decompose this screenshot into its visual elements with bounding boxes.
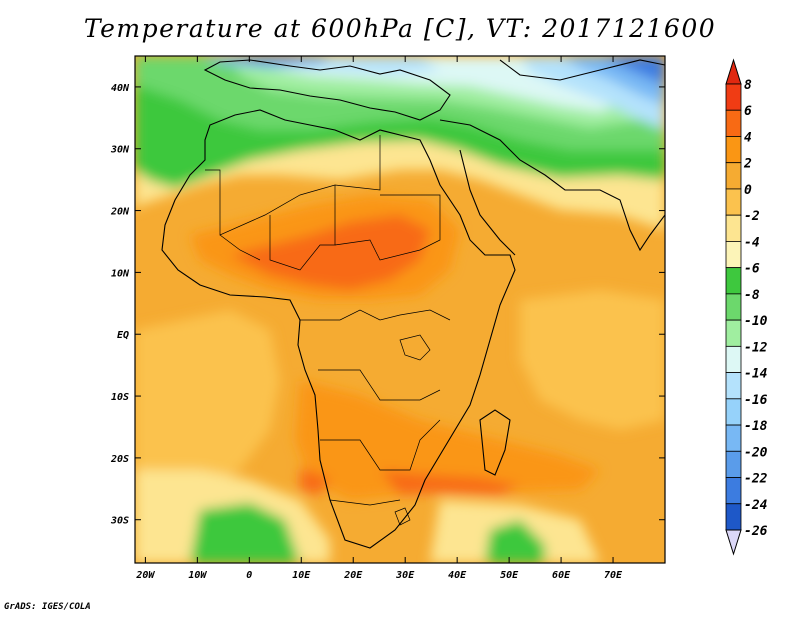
colorbar-label: -4 — [744, 235, 760, 250]
colorbar-box — [725, 109, 742, 137]
colorbar-bottom-arrow — [725, 529, 742, 556]
colorbar-label: -24 — [744, 498, 768, 513]
colorbar-label: 2 — [743, 157, 752, 172]
colorbar-label: -16 — [744, 393, 768, 408]
lon-tick-label: 70E — [604, 570, 623, 581]
lon-tick-label: 60E — [552, 570, 571, 581]
field-band-minus14 — [200, 56, 665, 130]
field-band-plus4-south — [295, 380, 600, 500]
colorbar-label: -2 — [744, 209, 760, 224]
colorbar-box — [725, 345, 742, 373]
colorbar-box — [725, 267, 742, 295]
colorbar-box — [725, 372, 742, 400]
credit-text: GrADS: IGES/COLA — [4, 602, 91, 612]
field-band-minus6-south — [190, 503, 300, 563]
colorbar-label: -6 — [744, 262, 760, 277]
lat-tick-label: 20N — [110, 207, 130, 218]
colorbar-box — [725, 477, 742, 505]
colorbar-box — [725, 319, 742, 347]
field-band-minus22 — [230, 56, 665, 85]
field-band-plus6-west — [300, 468, 330, 495]
colorbar-label: -10 — [744, 314, 768, 329]
field-band-plus6-south — [380, 470, 520, 495]
lat-tick-label: EQ — [117, 330, 129, 341]
lat-tick-label: 10N — [111, 268, 130, 279]
lat-tick-label: 20S — [110, 454, 129, 465]
field-band-minus6-southeast — [485, 520, 545, 563]
lat-tick-label: 40N — [111, 83, 130, 94]
field-band-plus6-north — [230, 215, 430, 290]
colorbar-box — [725, 136, 742, 164]
colorbar: 8 6 4 2 0 -2 -4 -6 -8 -10 -12 -14 -16 -18 -20 -22 -24 -26 — [725, 58, 768, 556]
colorbar-label: 4 — [744, 130, 752, 145]
colorbar-box — [725, 214, 742, 242]
colorbar-label: 0 — [744, 183, 752, 198]
lon-tick-label: 30E — [395, 570, 415, 581]
colorbar-box — [725, 450, 742, 478]
colorbar-label: 6 — [744, 104, 752, 119]
colorbar-label: -8 — [744, 288, 760, 303]
lon-tick-label: 0 — [246, 570, 252, 581]
lon-tick-label: 40E — [448, 570, 467, 581]
colorbar-label: -26 — [744, 524, 768, 539]
colorbar-box — [725, 503, 742, 531]
colorbar-box — [725, 398, 742, 426]
longitude-axis: 20W 10W 0 10E 20E 30E 40E 50E 60E 70E — [135, 56, 623, 581]
field-band-zero-indian — [520, 290, 665, 430]
country-borders — [205, 135, 451, 526]
colorbar-box — [725, 424, 742, 452]
colorbar-top-arrow — [725, 58, 742, 85]
colorbar-label: -22 — [744, 472, 768, 487]
lat-tick-label: 30N — [110, 145, 130, 156]
lat-tick-label: 30S — [110, 516, 129, 527]
colorbar-label: -18 — [744, 419, 768, 434]
lon-tick-label: 10W — [188, 570, 207, 581]
field-band-zero-atlantic — [135, 310, 280, 495]
map-title: Temperature at 600hPa [C], VT: 201712160… — [83, 14, 717, 43]
colorbar-box — [725, 241, 742, 269]
colorbar-box — [725, 83, 742, 111]
map-frame — [134, 55, 666, 564]
lat-tick-label: 10S — [111, 392, 129, 403]
lon-tick-label: 20W — [135, 570, 155, 581]
latitude-axis: 40N 30N 20N 10N EQ 10S 20S 30S — [110, 83, 665, 527]
colorbar-label: -14 — [744, 367, 768, 382]
colorbar-label: -12 — [744, 340, 768, 355]
lon-tick-label: 20E — [343, 570, 363, 581]
lon-tick-label: 10E — [292, 570, 311, 581]
colorbar-box — [725, 188, 742, 216]
colorbar-label: -20 — [744, 445, 768, 460]
colorbar-label: 8 — [744, 78, 752, 93]
lon-tick-label: 50E — [500, 570, 519, 581]
colorbar-box — [725, 162, 742, 190]
temperature-field — [135, 56, 665, 563]
coastlines — [161, 59, 665, 549]
colorbar-box — [725, 293, 742, 321]
